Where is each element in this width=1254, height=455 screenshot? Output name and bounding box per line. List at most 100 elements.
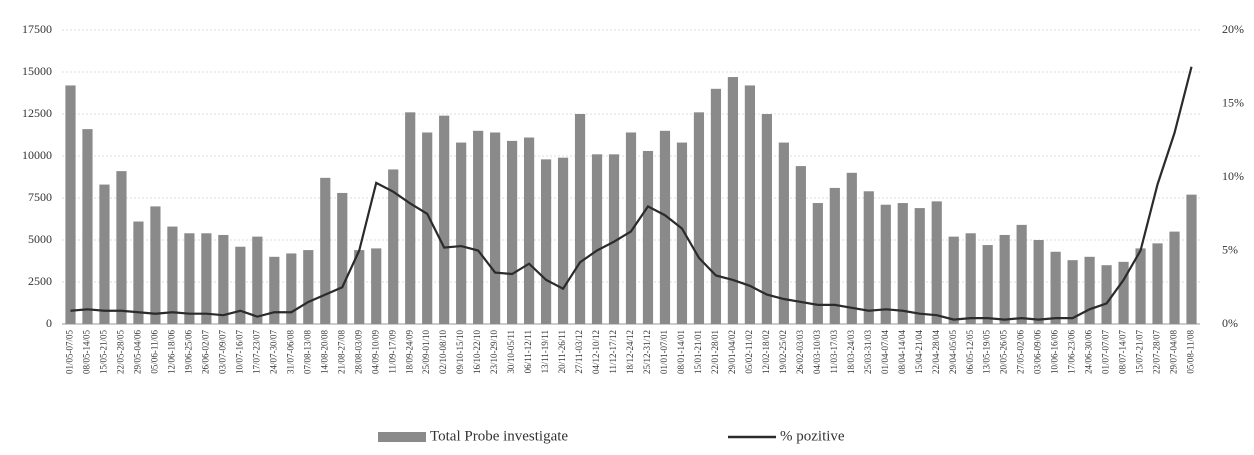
x-tick-label: 16/10-22/10 — [472, 330, 482, 374]
bar — [540, 159, 552, 324]
legend-label: % pozitive — [780, 428, 845, 444]
y-tick-label: 17500 — [22, 22, 52, 36]
bar — [897, 203, 908, 324]
x-tick-label: 01/07-07/07 — [1101, 330, 1111, 374]
x-tick-label: 31/07-06/08 — [285, 330, 295, 374]
x-tick-label: 27/11-03/12 — [574, 330, 584, 374]
y-tick-label: 5000 — [28, 232, 52, 246]
bar — [116, 171, 127, 324]
x-tick-label: 08/04-14/04 — [897, 330, 907, 374]
x-tick-label: 01/05-07/05 — [65, 330, 75, 374]
x-tick-label: 18/03-24/03 — [846, 330, 856, 374]
bar — [863, 191, 874, 324]
x-tick-label: 11/03-17/03 — [829, 330, 839, 374]
x-tick-label: 18/12-24/12 — [625, 330, 635, 374]
x-tick-label: 11/12-17/12 — [608, 330, 618, 374]
y-tick-label: 12500 — [22, 106, 52, 120]
x-tick-label: 11/09-17/09 — [387, 330, 397, 374]
y2-tick-label: 10% — [1222, 169, 1244, 183]
bar — [456, 142, 467, 324]
bar — [795, 166, 806, 324]
bar — [1016, 224, 1027, 324]
x-tick-label: 25/09-01/10 — [421, 330, 431, 374]
y2-tick-label: 0% — [1222, 316, 1238, 330]
x-tick-label: 25/12-31/12 — [642, 330, 652, 374]
bar — [252, 236, 263, 324]
x-tick-label: 17/06-23/06 — [1067, 330, 1077, 374]
bar — [523, 137, 535, 324]
bar — [1169, 231, 1180, 324]
x-tick-label: 05/08-11/08 — [1186, 330, 1196, 374]
bar — [965, 233, 976, 324]
x-tick-label: 04/09-10/09 — [370, 330, 380, 374]
bar — [269, 256, 280, 324]
x-tick-label: 05/06-11/06 — [149, 330, 159, 374]
x-tick-label: 14/08-20/08 — [319, 330, 329, 374]
bar — [320, 177, 331, 324]
y2-tick-label: 5% — [1222, 242, 1238, 256]
x-tick-label: 06/11-12/11 — [523, 330, 533, 373]
bar — [744, 85, 755, 324]
bar — [354, 250, 365, 324]
x-tick-label: 15/01-21/01 — [693, 330, 703, 374]
bar — [557, 157, 569, 324]
bar — [642, 150, 654, 324]
y-tick-label: 0 — [46, 316, 52, 330]
bar — [812, 203, 823, 324]
y2-tick-label: 15% — [1222, 95, 1244, 109]
bar — [337, 192, 348, 324]
bar — [286, 253, 297, 324]
y-tick-label: 2500 — [28, 274, 52, 288]
x-tick-label: 08/05-14/05 — [82, 330, 92, 374]
x-tick-label: 06/05-12/05 — [965, 330, 975, 374]
legend-swatch — [378, 432, 426, 442]
x-tick-label: 04/12-10/12 — [591, 330, 601, 374]
x-tick-label: 30/10-05/11 — [506, 330, 516, 374]
x-tick-label: 13/11-19/11 — [540, 330, 550, 373]
x-tick-label: 07/08-13/08 — [302, 330, 312, 374]
bar — [167, 226, 178, 324]
x-tick-label: 22/07-28/07 — [1152, 330, 1162, 374]
x-tick-label: 29/01-04/02 — [727, 330, 737, 374]
x-tick-label: 19/02-25/02 — [778, 330, 788, 374]
bar — [1084, 256, 1095, 324]
bar — [914, 208, 925, 324]
x-tick-label: 19/06-25/06 — [183, 330, 193, 374]
x-tick-label: 21/08-27/08 — [336, 330, 346, 374]
x-tick-label: 08/01-14/01 — [676, 330, 686, 374]
bar — [473, 130, 484, 324]
x-tick-label: 29/07-04/08 — [1169, 330, 1179, 374]
bar — [388, 169, 399, 324]
bar — [371, 248, 382, 324]
bar — [507, 140, 518, 324]
bar — [625, 132, 637, 324]
x-tick-label: 29/04-05/05 — [948, 330, 958, 374]
x-tick-label: 05/02-11/02 — [744, 330, 754, 374]
bar — [1050, 251, 1061, 324]
bar — [931, 201, 942, 324]
x-tick-label: 20/05-26/05 — [999, 330, 1009, 374]
bar — [150, 206, 161, 324]
bar — [710, 88, 722, 324]
x-tick-label: 13/05-19/05 — [982, 330, 992, 374]
x-tick-label: 02/10-08/10 — [438, 330, 448, 374]
x-tick-label: 24/07-30/07 — [268, 330, 278, 374]
x-tick-label: 27/05-02/06 — [1016, 330, 1026, 374]
x-tick-label: 24/06-30/06 — [1084, 330, 1094, 374]
y-tick-label: 7500 — [28, 190, 52, 204]
x-tick-label: 15/07-21/07 — [1135, 330, 1145, 374]
x-tick-label: 03/06-09/06 — [1033, 330, 1043, 374]
x-tick-label: 22/04-28/04 — [931, 330, 941, 374]
x-tick-label: 09/10-15/10 — [455, 330, 465, 374]
bar — [574, 114, 586, 324]
bar — [1067, 260, 1078, 324]
x-tick-label: 17/07-23/07 — [251, 330, 261, 374]
x-tick-label: 08/07-14/07 — [1118, 330, 1128, 374]
bar — [1118, 261, 1129, 324]
x-tick-label: 26/02-03/03 — [795, 330, 805, 374]
y-tick-label: 10000 — [22, 148, 52, 162]
x-tick-label: 29/05-04/06 — [132, 330, 142, 374]
bar — [490, 132, 501, 324]
bar — [439, 115, 450, 325]
